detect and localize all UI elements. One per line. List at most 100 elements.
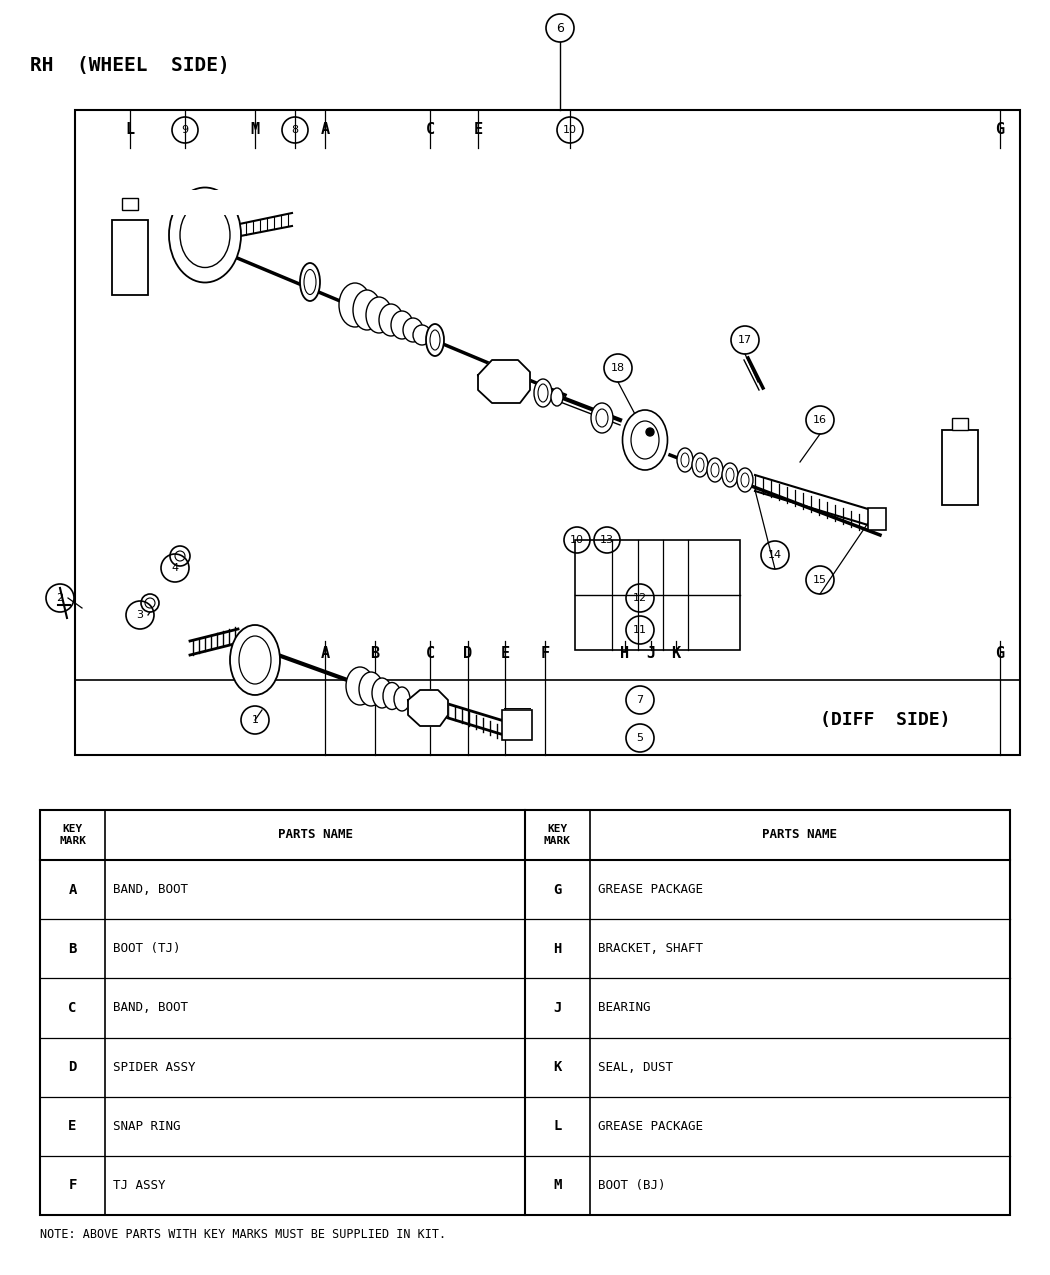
Text: BAND, BOOT: BAND, BOOT <box>113 884 188 896</box>
Text: A: A <box>320 645 330 660</box>
Ellipse shape <box>551 388 563 405</box>
Text: 10: 10 <box>570 536 584 544</box>
Ellipse shape <box>741 473 749 487</box>
Text: E: E <box>501 645 509 660</box>
Ellipse shape <box>145 598 155 608</box>
Text: RH  (WHEEL  SIDE): RH (WHEEL SIDE) <box>30 56 230 74</box>
Bar <box>952 418 968 430</box>
Ellipse shape <box>631 421 659 459</box>
Ellipse shape <box>426 324 444 356</box>
Text: KEY
MARK: KEY MARK <box>59 824 86 845</box>
Text: C: C <box>425 122 435 138</box>
Ellipse shape <box>591 403 613 434</box>
Text: BOOT (BJ): BOOT (BJ) <box>598 1179 666 1192</box>
Ellipse shape <box>722 463 738 487</box>
Text: 7: 7 <box>636 695 644 705</box>
Text: 9: 9 <box>182 125 189 135</box>
Text: 16: 16 <box>813 414 827 425</box>
Polygon shape <box>478 360 530 403</box>
Ellipse shape <box>239 636 271 683</box>
Text: SNAP RING: SNAP RING <box>113 1119 181 1132</box>
Text: NOTE: ABOVE PARTS WITH KEY MARKS MUST BE SUPPLIED IN KIT.: NOTE: ABOVE PARTS WITH KEY MARKS MUST BE… <box>40 1229 446 1242</box>
Ellipse shape <box>707 458 723 482</box>
Text: 14: 14 <box>768 550 782 560</box>
Text: (DIFF  SIDE): (DIFF SIDE) <box>820 711 950 729</box>
Text: E: E <box>68 1119 77 1133</box>
Text: D: D <box>463 645 472 660</box>
Bar <box>40 810 1010 1215</box>
Ellipse shape <box>230 625 280 695</box>
Text: BOOT (TJ): BOOT (TJ) <box>113 942 181 955</box>
Ellipse shape <box>623 411 668 470</box>
Text: H: H <box>621 645 630 660</box>
Text: GREASE PACKAGE: GREASE PACKAGE <box>598 884 704 896</box>
Text: KEY
MARK: KEY MARK <box>544 824 571 845</box>
Text: 6: 6 <box>556 22 564 34</box>
Text: M: M <box>251 122 259 138</box>
Text: L: L <box>125 122 134 138</box>
Text: SPIDER ASSY: SPIDER ASSY <box>113 1061 195 1074</box>
Ellipse shape <box>430 330 440 351</box>
Text: 8: 8 <box>292 125 298 135</box>
Ellipse shape <box>175 551 185 561</box>
Text: K: K <box>553 1060 562 1074</box>
Ellipse shape <box>538 384 548 402</box>
Text: BAND, BOOT: BAND, BOOT <box>113 1001 188 1015</box>
Text: B: B <box>68 942 77 956</box>
Text: G: G <box>553 882 562 896</box>
Text: PARTS NAME: PARTS NAME <box>762 829 838 842</box>
Text: C: C <box>425 645 435 660</box>
Ellipse shape <box>359 672 383 706</box>
Text: BRACKET, SHAFT: BRACKET, SHAFT <box>598 942 704 955</box>
Text: L: L <box>553 1119 562 1133</box>
Ellipse shape <box>696 458 704 472</box>
Ellipse shape <box>169 187 242 283</box>
Ellipse shape <box>170 546 190 566</box>
Text: J: J <box>647 645 655 660</box>
Text: A: A <box>68 882 77 896</box>
Ellipse shape <box>339 283 371 326</box>
Ellipse shape <box>391 311 413 339</box>
Ellipse shape <box>379 303 403 337</box>
Ellipse shape <box>403 317 423 342</box>
Text: 12: 12 <box>633 593 647 603</box>
Text: BEARING: BEARING <box>598 1001 651 1015</box>
Ellipse shape <box>304 269 316 295</box>
Text: A: A <box>320 122 330 138</box>
Ellipse shape <box>366 297 392 333</box>
Ellipse shape <box>681 453 689 467</box>
Ellipse shape <box>534 379 552 407</box>
Text: 15: 15 <box>813 575 827 585</box>
Text: J: J <box>553 1001 562 1015</box>
Text: K: K <box>671 645 680 660</box>
Ellipse shape <box>692 453 708 477</box>
Ellipse shape <box>726 468 734 482</box>
Bar <box>942 430 978 505</box>
Bar <box>575 541 740 650</box>
Text: F: F <box>541 645 549 660</box>
Ellipse shape <box>677 448 693 472</box>
Text: E: E <box>474 122 483 138</box>
Text: 4: 4 <box>171 564 178 572</box>
Ellipse shape <box>300 263 320 301</box>
Ellipse shape <box>737 468 753 492</box>
Ellipse shape <box>711 463 719 477</box>
Bar <box>122 198 138 210</box>
Bar <box>169 190 242 215</box>
Text: M: M <box>553 1178 562 1192</box>
Bar <box>75 680 1020 755</box>
Ellipse shape <box>372 678 392 708</box>
Ellipse shape <box>394 687 410 711</box>
Ellipse shape <box>596 409 608 427</box>
Text: H: H <box>553 942 562 956</box>
Ellipse shape <box>413 325 430 346</box>
Text: F: F <box>68 1178 77 1192</box>
Text: 5: 5 <box>636 733 644 743</box>
Text: 11: 11 <box>633 625 647 635</box>
Text: 2: 2 <box>57 593 64 603</box>
Text: G: G <box>995 645 1005 660</box>
Text: PARTS NAME: PARTS NAME <box>277 829 353 842</box>
Text: GREASE PACKAGE: GREASE PACKAGE <box>598 1119 704 1132</box>
Ellipse shape <box>353 289 381 330</box>
Bar <box>868 507 886 530</box>
